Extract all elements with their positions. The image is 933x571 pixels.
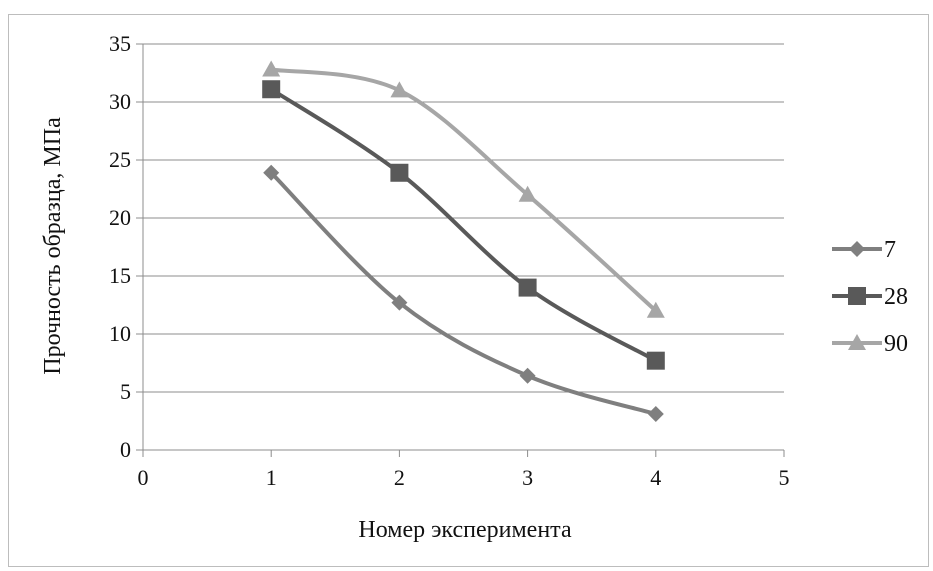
- x-tick-label: 0: [138, 465, 149, 490]
- y-tick-label: 30: [109, 89, 131, 114]
- legend-marker-7: [849, 241, 865, 257]
- y-tick-labels: 0 5 10 15 20 25 30 35: [109, 31, 131, 462]
- x-tick-label: 1: [266, 465, 277, 490]
- y-tick-label: 25: [109, 147, 131, 172]
- data-point-7: [520, 368, 536, 384]
- legend-label-28: 28: [884, 284, 908, 310]
- data-point-28: [390, 164, 408, 182]
- x-tick-label: 5: [779, 465, 790, 490]
- grid-lines: [143, 44, 784, 392]
- legend-label-90: 90: [884, 331, 908, 357]
- y-tick-label: 5: [120, 379, 131, 404]
- series-line-7: [271, 173, 656, 414]
- series-lines: [271, 70, 656, 415]
- data-point-28: [262, 80, 280, 98]
- axes: [136, 44, 784, 457]
- legend: 7 28 90: [832, 237, 908, 357]
- series-line-28: [271, 89, 656, 360]
- data-point-28: [647, 352, 665, 370]
- y-axis-title: Прочность образца, МПа: [40, 117, 66, 375]
- legend-label-7: 7: [884, 237, 896, 263]
- y-tick-label: 0: [120, 437, 131, 462]
- y-tick-label: 15: [109, 263, 131, 288]
- x-axis-title: Номер эксперимента: [358, 517, 572, 543]
- series-line-90: [271, 70, 656, 311]
- y-tick-label: 35: [109, 31, 131, 56]
- y-tick-label: 20: [109, 205, 131, 230]
- y-tick-label: 10: [109, 321, 131, 346]
- legend-marker-28: [848, 287, 866, 305]
- data-point-7: [648, 406, 664, 422]
- data-point-28: [519, 279, 537, 297]
- x-tick-label: 2: [394, 465, 405, 490]
- series-markers: [262, 61, 665, 423]
- x-tick-labels: 0 1 2 3 4 5: [138, 465, 790, 490]
- x-tick-label: 4: [650, 465, 661, 490]
- x-tick-label: 3: [522, 465, 533, 490]
